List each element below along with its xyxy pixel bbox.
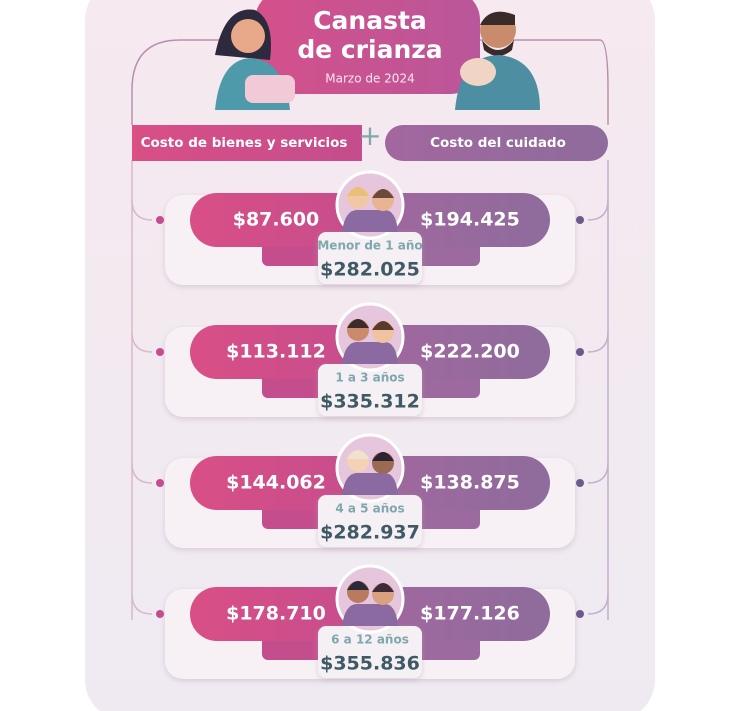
bienes-value: $87.600 xyxy=(233,209,320,231)
left-column-bar xyxy=(132,125,362,161)
avatar-hair xyxy=(347,581,369,590)
row: $87.600 $194.425 Menor de 1 año $282.025 xyxy=(131,170,609,285)
total-value: $282.937 xyxy=(320,522,420,544)
label-box xyxy=(318,364,422,416)
avatar-hair xyxy=(372,583,394,592)
avatar-hair xyxy=(347,187,369,196)
left-column-label: Costo de bienes y servicios xyxy=(141,135,348,151)
total-value: $355.836 xyxy=(320,653,420,675)
dot-right xyxy=(576,610,584,618)
connector-right xyxy=(587,199,609,221)
right-column-bar xyxy=(385,125,608,161)
connector-left xyxy=(131,462,153,484)
dot-right xyxy=(576,216,584,224)
label-box xyxy=(318,495,422,547)
avatar-body xyxy=(342,209,398,232)
age-label: 6 a 12 años xyxy=(331,633,409,647)
avatar-body xyxy=(342,472,398,495)
label-box xyxy=(318,626,422,678)
row: $113.112 $222.200 1 a 3 años $335.312 xyxy=(131,302,609,417)
bienes-value: $144.062 xyxy=(226,472,326,494)
dot-left xyxy=(156,479,164,487)
connector-left xyxy=(131,331,153,353)
avatar-body xyxy=(342,603,398,626)
row: $178.710 $177.126 6 a 12 años $355.836 xyxy=(131,564,609,679)
title-line: de crianza xyxy=(297,35,442,64)
cuidado-value: $138.875 xyxy=(420,472,520,494)
dot-right xyxy=(576,479,584,487)
age-label: 4 a 5 años xyxy=(335,502,404,516)
avatar-hair xyxy=(372,189,394,198)
avatar-hair xyxy=(347,450,369,459)
connector-right xyxy=(587,462,609,484)
dot-left xyxy=(156,348,164,356)
subtitle: Marzo de 2024 xyxy=(325,72,414,86)
rows: $87.600 $194.425 Menor de 1 año $282.025 $11… xyxy=(131,170,609,679)
dot-left xyxy=(156,216,164,224)
cuidado-value: $222.200 xyxy=(420,341,520,363)
age-label: 1 a 3 años xyxy=(335,371,404,385)
connector-left xyxy=(131,199,153,221)
frame-line xyxy=(131,39,609,125)
right-column-label: Costo del cuidado xyxy=(430,135,566,151)
age-label: Menor de 1 año xyxy=(317,239,422,253)
title-line: Canasta xyxy=(313,6,427,35)
dot-left xyxy=(156,610,164,618)
avatar-body xyxy=(342,341,398,364)
total-value: $335.312 xyxy=(320,391,420,413)
row: $144.062 $138.875 4 a 5 años $282.937 xyxy=(131,433,609,548)
cuidado-value: $177.126 xyxy=(420,603,520,625)
father-illustration xyxy=(455,11,540,110)
avatar-hair xyxy=(372,452,394,461)
total-value: $282.025 xyxy=(320,259,420,281)
bienes-value: $113.112 xyxy=(226,341,326,363)
avatar-hair xyxy=(347,319,369,328)
dot-right xyxy=(576,348,584,356)
cuidado-value: $194.425 xyxy=(420,209,520,231)
connector-right xyxy=(587,331,609,353)
header-pill xyxy=(255,0,480,94)
connector-left xyxy=(131,593,153,615)
bienes-value: $178.710 xyxy=(226,603,326,625)
mother-illustration xyxy=(215,9,295,110)
plus-sign: + xyxy=(358,119,381,152)
connector-right xyxy=(587,593,609,615)
avatar-hair xyxy=(372,321,394,330)
label-box xyxy=(318,232,422,284)
